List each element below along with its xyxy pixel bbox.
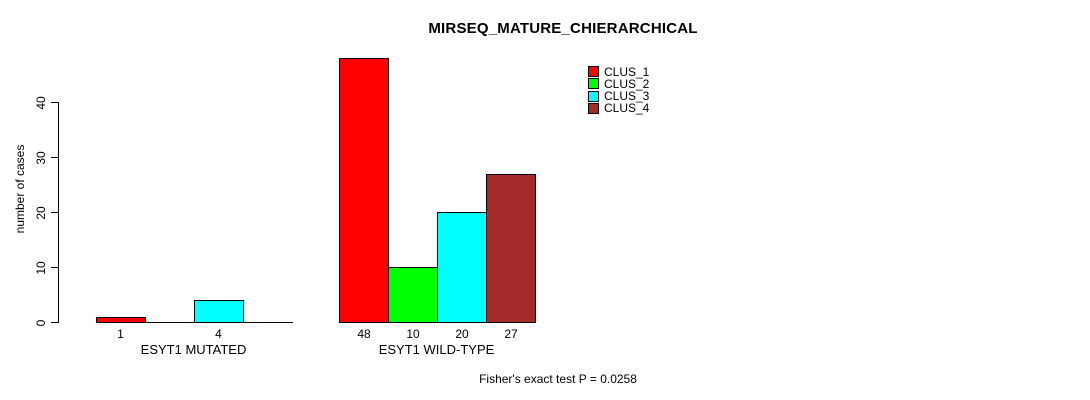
legend-item: CLUS_3 (588, 90, 649, 102)
group-label-esyt1-wild-type: ESYT1 WILD-TYPE (378, 342, 495, 357)
bar-value-label: 1 (117, 327, 124, 341)
legend-label: CLUS_1 (604, 64, 650, 79)
legend-label: CLUS_2 (604, 76, 650, 91)
legend-swatch-clus_1 (588, 66, 599, 77)
bar-clus_1 (95, 316, 146, 323)
y-axis-tick-label: 40 (34, 95, 48, 110)
bar-value-label: 20 (455, 327, 469, 341)
legend-item: CLUS_1 (588, 66, 649, 78)
bar-clus_4 (486, 173, 536, 323)
y-axis-tick-label: 30 (34, 150, 48, 165)
chart-title: MIRSEQ_MATURE_CHIERARCHICAL (428, 20, 698, 37)
footnote-fisher-test: Fisher's exact test P = 0.0258 (479, 372, 637, 386)
y-axis-tick (51, 157, 58, 158)
y-axis-tick (51, 102, 58, 103)
legend-label: CLUS_3 (604, 89, 650, 104)
y-axis-tick (51, 267, 58, 268)
y-axis-tick (51, 212, 58, 213)
y-axis-tick-label: 10 (34, 260, 48, 275)
legend-swatch-clus_4 (588, 102, 599, 114)
legend-item: CLUS_4 (588, 102, 649, 114)
y-axis-line (58, 102, 59, 323)
bar-value-label: 4 (215, 327, 222, 341)
legend-label: CLUS_4 (604, 101, 650, 116)
y-axis-tick-label: 0 (34, 319, 48, 326)
bar-value-label: 48 (357, 327, 371, 341)
legend-item: CLUS_2 (588, 78, 649, 90)
group-label-esyt1-mutated: ESYT1 MUTATED (140, 342, 247, 357)
bar-value-label: 27 (504, 327, 518, 341)
bar-clus_2 (388, 267, 438, 323)
y-axis-tick-label: 20 (34, 205, 48, 220)
legend-swatch-clus_2 (588, 78, 599, 90)
legend-swatch-clus_3 (588, 90, 599, 102)
bar-clus_3 (193, 300, 244, 323)
bar-value-label: 10 (406, 327, 420, 341)
bar-clus_1 (339, 58, 389, 323)
bar-clus_3 (437, 212, 487, 323)
y-axis-tick (51, 322, 58, 323)
